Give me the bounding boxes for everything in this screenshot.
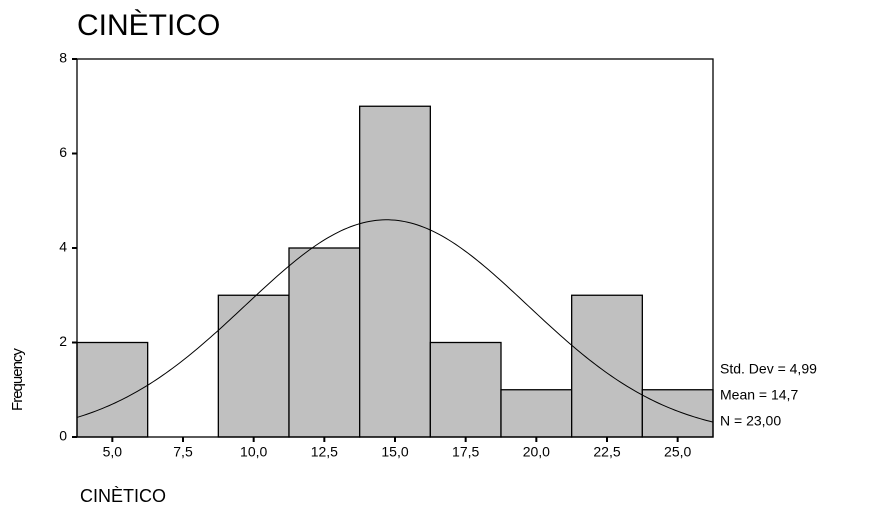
bar [217, 294, 290, 438]
stat-label: Mean = 14,7 [720, 387, 798, 403]
y-tick-label: 2 [59, 333, 67, 349]
bar [288, 247, 361, 438]
x-tick-label: 12,5 [311, 444, 338, 460]
x-tick-label: 22,5 [593, 444, 620, 460]
y-tick-label: 4 [59, 239, 67, 255]
bar [641, 389, 714, 438]
x-tick-label: 20,0 [523, 444, 550, 460]
stat-label: N = 23,00 [720, 413, 781, 429]
bar [571, 294, 643, 438]
x-axis-label: CINÈTICO [80, 486, 166, 506]
normal-curve [76, 219, 714, 423]
x-tick-label: 10,0 [240, 444, 267, 460]
x-tick-label: 17,5 [452, 444, 479, 460]
y-tick-label: 6 [59, 144, 67, 160]
x-tick-label: 7,5 [173, 444, 193, 460]
x-tick-label: 25,0 [664, 444, 691, 460]
stat-label: Std. Dev = 4,99 [720, 361, 817, 377]
x-tick-label: 15,0 [381, 444, 408, 460]
bar [76, 341, 149, 438]
bar [500, 389, 573, 438]
x-tick-label: 5,0 [103, 444, 123, 460]
y-axis-label: Frequency [9, 348, 26, 411]
y-tick-label: 0 [59, 428, 67, 444]
bar [429, 341, 502, 438]
y-tick-label: 8 [59, 50, 67, 66]
chart-title: CINÈTICO [77, 9, 220, 42]
bar [359, 105, 431, 438]
